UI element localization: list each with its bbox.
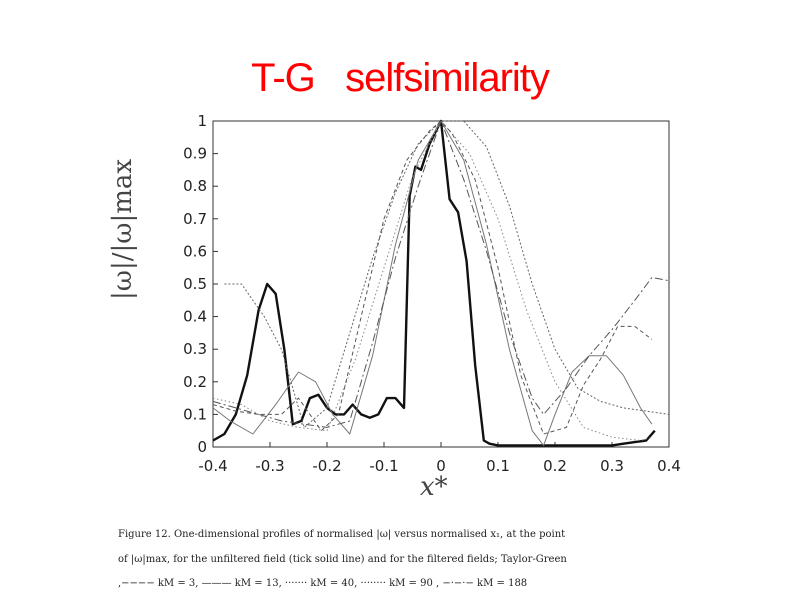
x-tick-label: 0.4 [657, 457, 681, 475]
slide-title: T-G selfsimilarity [251, 56, 550, 100]
series-line-3 [212, 120, 653, 441]
x-tick-label: -0.3 [255, 457, 284, 475]
x-tick-label: 0 [436, 457, 446, 475]
y-tick-label: 0.3 [183, 340, 207, 358]
x-tick-label: 0.2 [543, 457, 567, 475]
y-tick-label: 1 [197, 112, 207, 130]
y-tick-label: 0.6 [183, 242, 207, 260]
y-tick-label: 0.8 [183, 177, 207, 195]
caption-line-1: Figure 12. One-dimensional profiles of n… [118, 529, 566, 540]
y-tick-label: 0.5 [183, 275, 207, 293]
caption-line-2: of |ω|max, for the unfiltered field (tic… [118, 554, 567, 565]
y-axis-label: |ω|/|ω|max [108, 158, 138, 300]
series-line-5 [212, 120, 653, 435]
y-tick-label: 0.2 [183, 373, 207, 391]
x-tick-label: -0.4 [198, 457, 227, 475]
y-axis: 0 0.1 0.2 0.3 0.4 0.5 0.6 0.7 0.8 0.9 1 [183, 112, 218, 456]
caption-line-3: ,−−−− kM = 3, ——— kM = 13, ······· kM = … [118, 578, 528, 589]
y-tick-label: 0.9 [183, 145, 207, 163]
x-axis: -0.4 -0.3 -0.2 -0.1 0 0.1 0.2 0.3 0.4 [198, 442, 681, 475]
x-tick-label: -0.1 [369, 457, 398, 475]
x-tick-label: 0.3 [600, 457, 624, 475]
series-layer [212, 119, 670, 447]
y-tick-label: 0.4 [183, 308, 207, 326]
x-tick-label: -0.2 [312, 457, 341, 475]
y-tick-label: 0.1 [183, 405, 207, 423]
x-axis-label: x* [420, 472, 448, 502]
x-tick-label: 0.1 [486, 457, 510, 475]
y-tick-label: 0 [197, 438, 207, 456]
series-line-6 [212, 120, 670, 428]
plot-frame [212, 120, 670, 448]
y-tick-label: 0.7 [183, 210, 207, 228]
series-line-2 [212, 120, 653, 446]
series-line-1 [212, 119, 656, 447]
